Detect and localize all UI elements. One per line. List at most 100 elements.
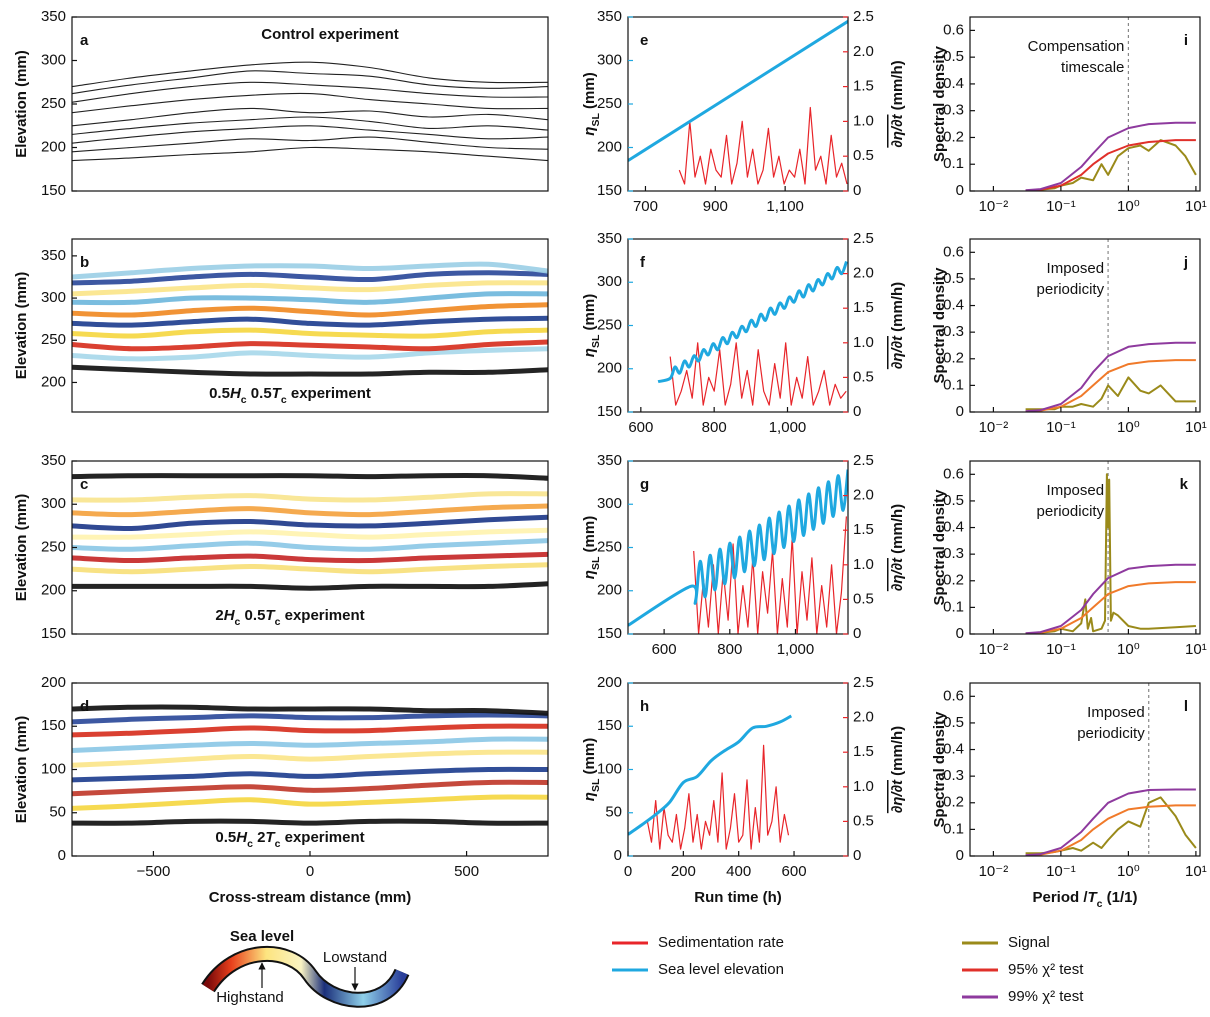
y-tick-label: 200 <box>597 138 622 155</box>
y-axis-label: Spectral density <box>931 45 948 162</box>
label-part: ∂η/∂t <box>889 114 906 148</box>
stratal-surface <box>72 491 548 503</box>
axes-frame <box>969 460 1201 635</box>
series-line <box>628 20 848 162</box>
experiment-label: 0.5Hc 0.5Tc experiment <box>209 385 371 406</box>
x-tick-label: 10⁻² <box>979 641 1009 658</box>
stratal-surface <box>72 472 548 481</box>
y-tick-label: 0.5 <box>943 48 964 65</box>
y-tick-label: 150 <box>597 625 622 642</box>
y-tick-label: 100 <box>597 760 622 777</box>
annotation: Imposed <box>1087 704 1145 721</box>
stratal-surface <box>72 766 548 783</box>
label-part: c <box>241 394 247 406</box>
stratal-surface <box>72 146 548 162</box>
y2-tick-label: 2.5 <box>853 8 874 25</box>
x-tick-label: 800 <box>702 419 727 436</box>
stratal-surface <box>72 364 548 377</box>
label-part: experiment <box>280 607 364 624</box>
x-tick-label: 10¹ <box>1185 863 1207 880</box>
y-axis-label: Elevation (mm) <box>13 494 30 602</box>
series-line <box>1025 341 1196 412</box>
plot-area <box>1025 239 1196 412</box>
axes-frame <box>71 238 549 413</box>
stratal-surface <box>72 339 548 352</box>
label-part: H <box>224 607 236 624</box>
experiment-label: 0.5Hc 2Tc experiment <box>215 829 364 850</box>
y2-tick-label: 1.0 <box>853 334 874 351</box>
stratal-surface <box>72 136 548 153</box>
panel-letter: e <box>640 32 648 49</box>
y-axis-label: Elevation (mm) <box>13 716 30 824</box>
x-tick-label: 10⁰ <box>1117 863 1140 880</box>
label-part: c <box>235 616 241 628</box>
series-line <box>1025 788 1196 856</box>
stratal-surface <box>72 794 548 811</box>
y-tick-label: 0.2 <box>943 572 964 589</box>
stratal-surface <box>72 270 548 286</box>
plot-area <box>1025 17 1197 191</box>
y-tick-label: 0.3 <box>943 767 964 784</box>
stratal-surface <box>72 302 548 318</box>
annotation: Imposed <box>1047 482 1105 499</box>
y2-tick-label: 0.5 <box>853 368 874 385</box>
schematic-highstand: Highstand <box>216 989 284 1006</box>
stratal-surface <box>72 551 548 564</box>
y-tick-label: 50 <box>49 804 66 821</box>
axes-frame <box>969 682 1201 857</box>
x-tick-label: 500 <box>454 863 479 880</box>
x-tick-label: 10⁰ <box>1117 641 1140 658</box>
panel-letter: d <box>80 698 89 715</box>
panel-letter: k <box>1180 476 1189 493</box>
y2-tick-label: 0 <box>853 625 861 642</box>
annotation: periodicity <box>1037 281 1105 298</box>
stratal-surface <box>72 327 548 339</box>
label-part: experiment <box>280 829 364 846</box>
series-line <box>1025 139 1196 191</box>
x-tick-label: 10⁻¹ <box>1046 641 1076 658</box>
y-tick-label: 250 <box>41 331 66 348</box>
plot-area <box>1025 683 1197 856</box>
x-tick-label: 600 <box>782 863 807 880</box>
label-part: (1/1) <box>1103 889 1138 906</box>
experiment-label: Control experiment <box>261 26 399 43</box>
y-tick-label: 0.1 <box>943 820 964 837</box>
stratal-surface <box>72 315 548 328</box>
y2-tick-label: 1.5 <box>853 743 874 760</box>
label-part: (mm/h) <box>889 726 906 780</box>
y2-tick-label: 2.0 <box>853 487 874 504</box>
y-tick-label: 0.1 <box>943 155 964 172</box>
y-tick-label: 0.6 <box>943 243 964 260</box>
x-tick-label: 600 <box>628 419 653 436</box>
panel-letter: l <box>1184 698 1188 715</box>
plot-area <box>628 20 848 185</box>
y-tick-label: 200 <box>597 582 622 599</box>
y-axis-label: ηSL (mm) <box>581 72 602 135</box>
stratal-surface <box>72 346 548 362</box>
series-line <box>1025 581 1196 634</box>
y-axis-label: Spectral density <box>931 711 948 828</box>
y-tick-label: 200 <box>597 360 622 377</box>
y-tick-label: 250 <box>597 95 622 112</box>
label-part: SL <box>590 556 602 570</box>
panel-letter: b <box>80 254 89 271</box>
series-line <box>646 744 790 850</box>
label-part: η <box>581 127 598 136</box>
y-tick-label: 300 <box>597 51 622 68</box>
label-part: ∂η/∂t <box>889 335 906 369</box>
stratal-surface <box>72 70 548 95</box>
axes-frame <box>627 238 849 413</box>
label-part: ∂η/∂t <box>889 557 906 591</box>
x-tick-label: 10¹ <box>1185 419 1207 436</box>
annotation: Imposed <box>1047 260 1105 277</box>
panel-letter: a <box>80 32 89 49</box>
stratal-surface <box>72 81 548 103</box>
label-part: (mm/h) <box>889 60 906 114</box>
y2-tick-label: 0.5 <box>853 590 874 607</box>
y-tick-label: 200 <box>41 138 66 155</box>
stratal-surface <box>72 704 548 716</box>
stratal-surface <box>72 116 548 135</box>
y-tick-label: 300 <box>597 273 622 290</box>
series-line <box>1025 359 1196 412</box>
x-tick-label: 10⁰ <box>1117 198 1140 215</box>
